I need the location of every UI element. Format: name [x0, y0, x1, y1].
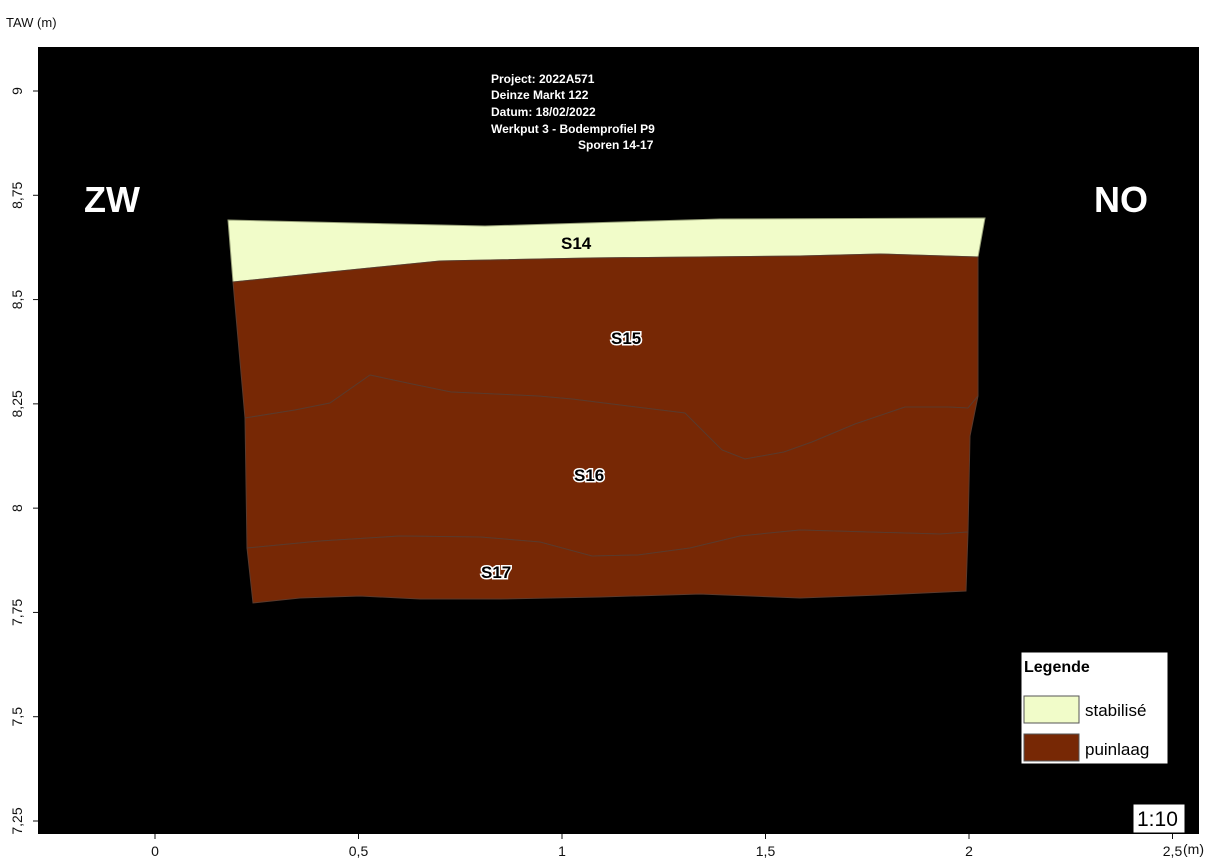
legend: Legende stabilisé puinlaag	[1020, 651, 1169, 765]
project-info-line: Deinze Markt 122	[491, 88, 589, 102]
y-tick-label: 8	[9, 504, 25, 512]
legend-title: Legende	[1024, 659, 1090, 676]
soil-profile	[227, 217, 986, 604]
project-info-line: Project: 2022A571	[491, 72, 595, 86]
layer-label-s16: S16	[574, 466, 604, 485]
y-tick-label: 8,75	[9, 181, 25, 208]
y-tick-label: 7,5	[9, 707, 25, 727]
y-tick-label: 7,25	[9, 807, 25, 834]
x-tick-label: 2,5	[1163, 843, 1183, 859]
layer-label-s14: S14	[561, 234, 592, 253]
y-tick-label: 9	[9, 87, 25, 95]
x-tick-label: 2	[965, 843, 973, 859]
project-info-line: Werkput 3 - Bodemprofiel P9	[491, 122, 655, 136]
x-tick-label: 0	[151, 843, 159, 859]
x-axis-unit: (m)	[1183, 841, 1204, 857]
x-axis: 0 0,5 1 1,5 2 2,5	[151, 834, 1182, 859]
orientation-left: ZW	[84, 179, 140, 220]
layer-s17	[246, 529, 969, 604]
y-tick-label: 8,5	[9, 290, 25, 310]
y-axis: 9 8,75 8,5 8,25 8 7,75 7,5 7,25	[9, 87, 38, 835]
legend-label-puinlaag: puinlaag	[1085, 740, 1149, 759]
legend-label-stabilise: stabilisé	[1085, 701, 1146, 720]
y-axis-title: TAW (m)	[6, 15, 57, 30]
legend-swatch-puinlaag	[1023, 733, 1080, 762]
x-tick-label: 1,5	[756, 843, 776, 859]
layer-label-s15: S15	[611, 329, 641, 348]
project-info-line: Datum: 18/02/2022	[491, 105, 596, 119]
orientation-right: NO	[1094, 179, 1148, 220]
scale-indicator: 1:10	[1132, 803, 1186, 834]
scale-box	[1132, 803, 1186, 834]
y-tick-label: 7,75	[9, 599, 25, 626]
layer-label-s17: S17	[481, 563, 511, 582]
project-info: Project: 2022A571 Deinze Markt 122 Datum…	[491, 72, 655, 152]
y-tick-label: 8,25	[9, 390, 25, 417]
scale-text: 1:10	[1137, 808, 1178, 831]
legend-swatch-stabilise	[1023, 695, 1080, 724]
project-info-line: Sporen 14-17	[578, 138, 654, 152]
x-tick-label: 0,5	[349, 843, 369, 859]
x-tick-label: 1	[558, 843, 566, 859]
